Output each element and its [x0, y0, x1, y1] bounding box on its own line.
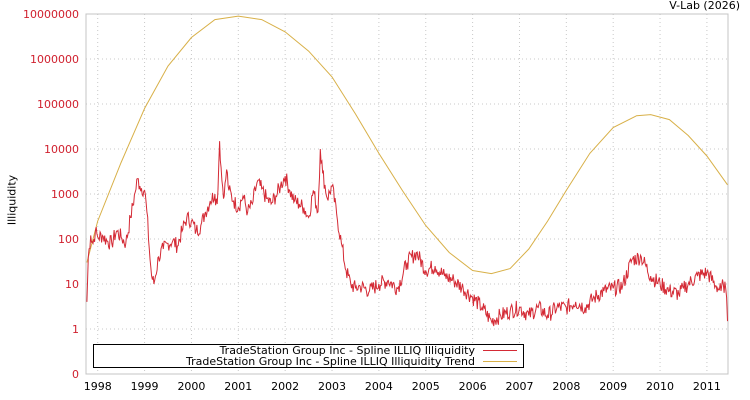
x-axis-ticks: 1998 1999 2000 2001 2002 2003 2004 2005 2006 2007… — [84, 380, 721, 393]
plot-area-border — [85, 13, 729, 375]
legend-item-illiquidity: TradeStation Group Inc - Spline ILLIQ Il… — [94, 345, 523, 356]
legend-swatch-red — [483, 350, 517, 351]
svg-text:10000000: 10000000 — [23, 8, 79, 21]
svg-text:1999: 1999 — [131, 380, 159, 393]
y-axis-label: Illiquidity — [5, 174, 19, 226]
svg-text:10000: 10000 — [44, 143, 79, 156]
svg-text:2009: 2009 — [599, 380, 627, 393]
grid-lines — [86, 14, 728, 374]
svg-text:2007: 2007 — [505, 380, 533, 393]
svg-text:1998: 1998 — [84, 380, 112, 393]
legend-label: TradeStation Group Inc - Spline ILLIQ Il… — [219, 344, 475, 357]
illiquidity-line — [86, 141, 728, 327]
svg-text:2010: 2010 — [646, 380, 674, 393]
svg-text:1000: 1000 — [51, 188, 79, 201]
svg-text:2001: 2001 — [224, 380, 252, 393]
legend-label: TradeStation Group Inc - Spline ILLIQ Il… — [185, 355, 475, 368]
svg-text:1: 1 — [72, 323, 79, 336]
svg-text:10: 10 — [65, 278, 79, 291]
legend-item-trend: TradeStation Group Inc - Spline ILLIQ Il… — [94, 356, 523, 367]
svg-text:2006: 2006 — [459, 380, 487, 393]
svg-text:100000: 100000 — [37, 98, 79, 111]
svg-text:0: 0 — [72, 368, 79, 381]
chart-legend: TradeStation Group Inc - Spline ILLIQ Il… — [93, 344, 524, 368]
svg-text:2002: 2002 — [271, 380, 299, 393]
legend-swatch-gold — [483, 361, 517, 362]
svg-text:1000000: 1000000 — [30, 53, 79, 66]
source-credit: V-Lab (2026) — [669, 0, 740, 12]
svg-text:2000: 2000 — [177, 380, 205, 393]
svg-text:2003: 2003 — [318, 380, 346, 393]
svg-text:2005: 2005 — [412, 380, 440, 393]
svg-text:2004: 2004 — [365, 380, 393, 393]
trend-line — [86, 15, 728, 275]
svg-text:2011: 2011 — [693, 380, 721, 393]
y-axis-ticks: 0 1 10 100 1000 10000 100000 1000000 10000000 — [23, 8, 79, 381]
svg-text:2008: 2008 — [552, 380, 580, 393]
svg-text:100: 100 — [58, 233, 79, 246]
